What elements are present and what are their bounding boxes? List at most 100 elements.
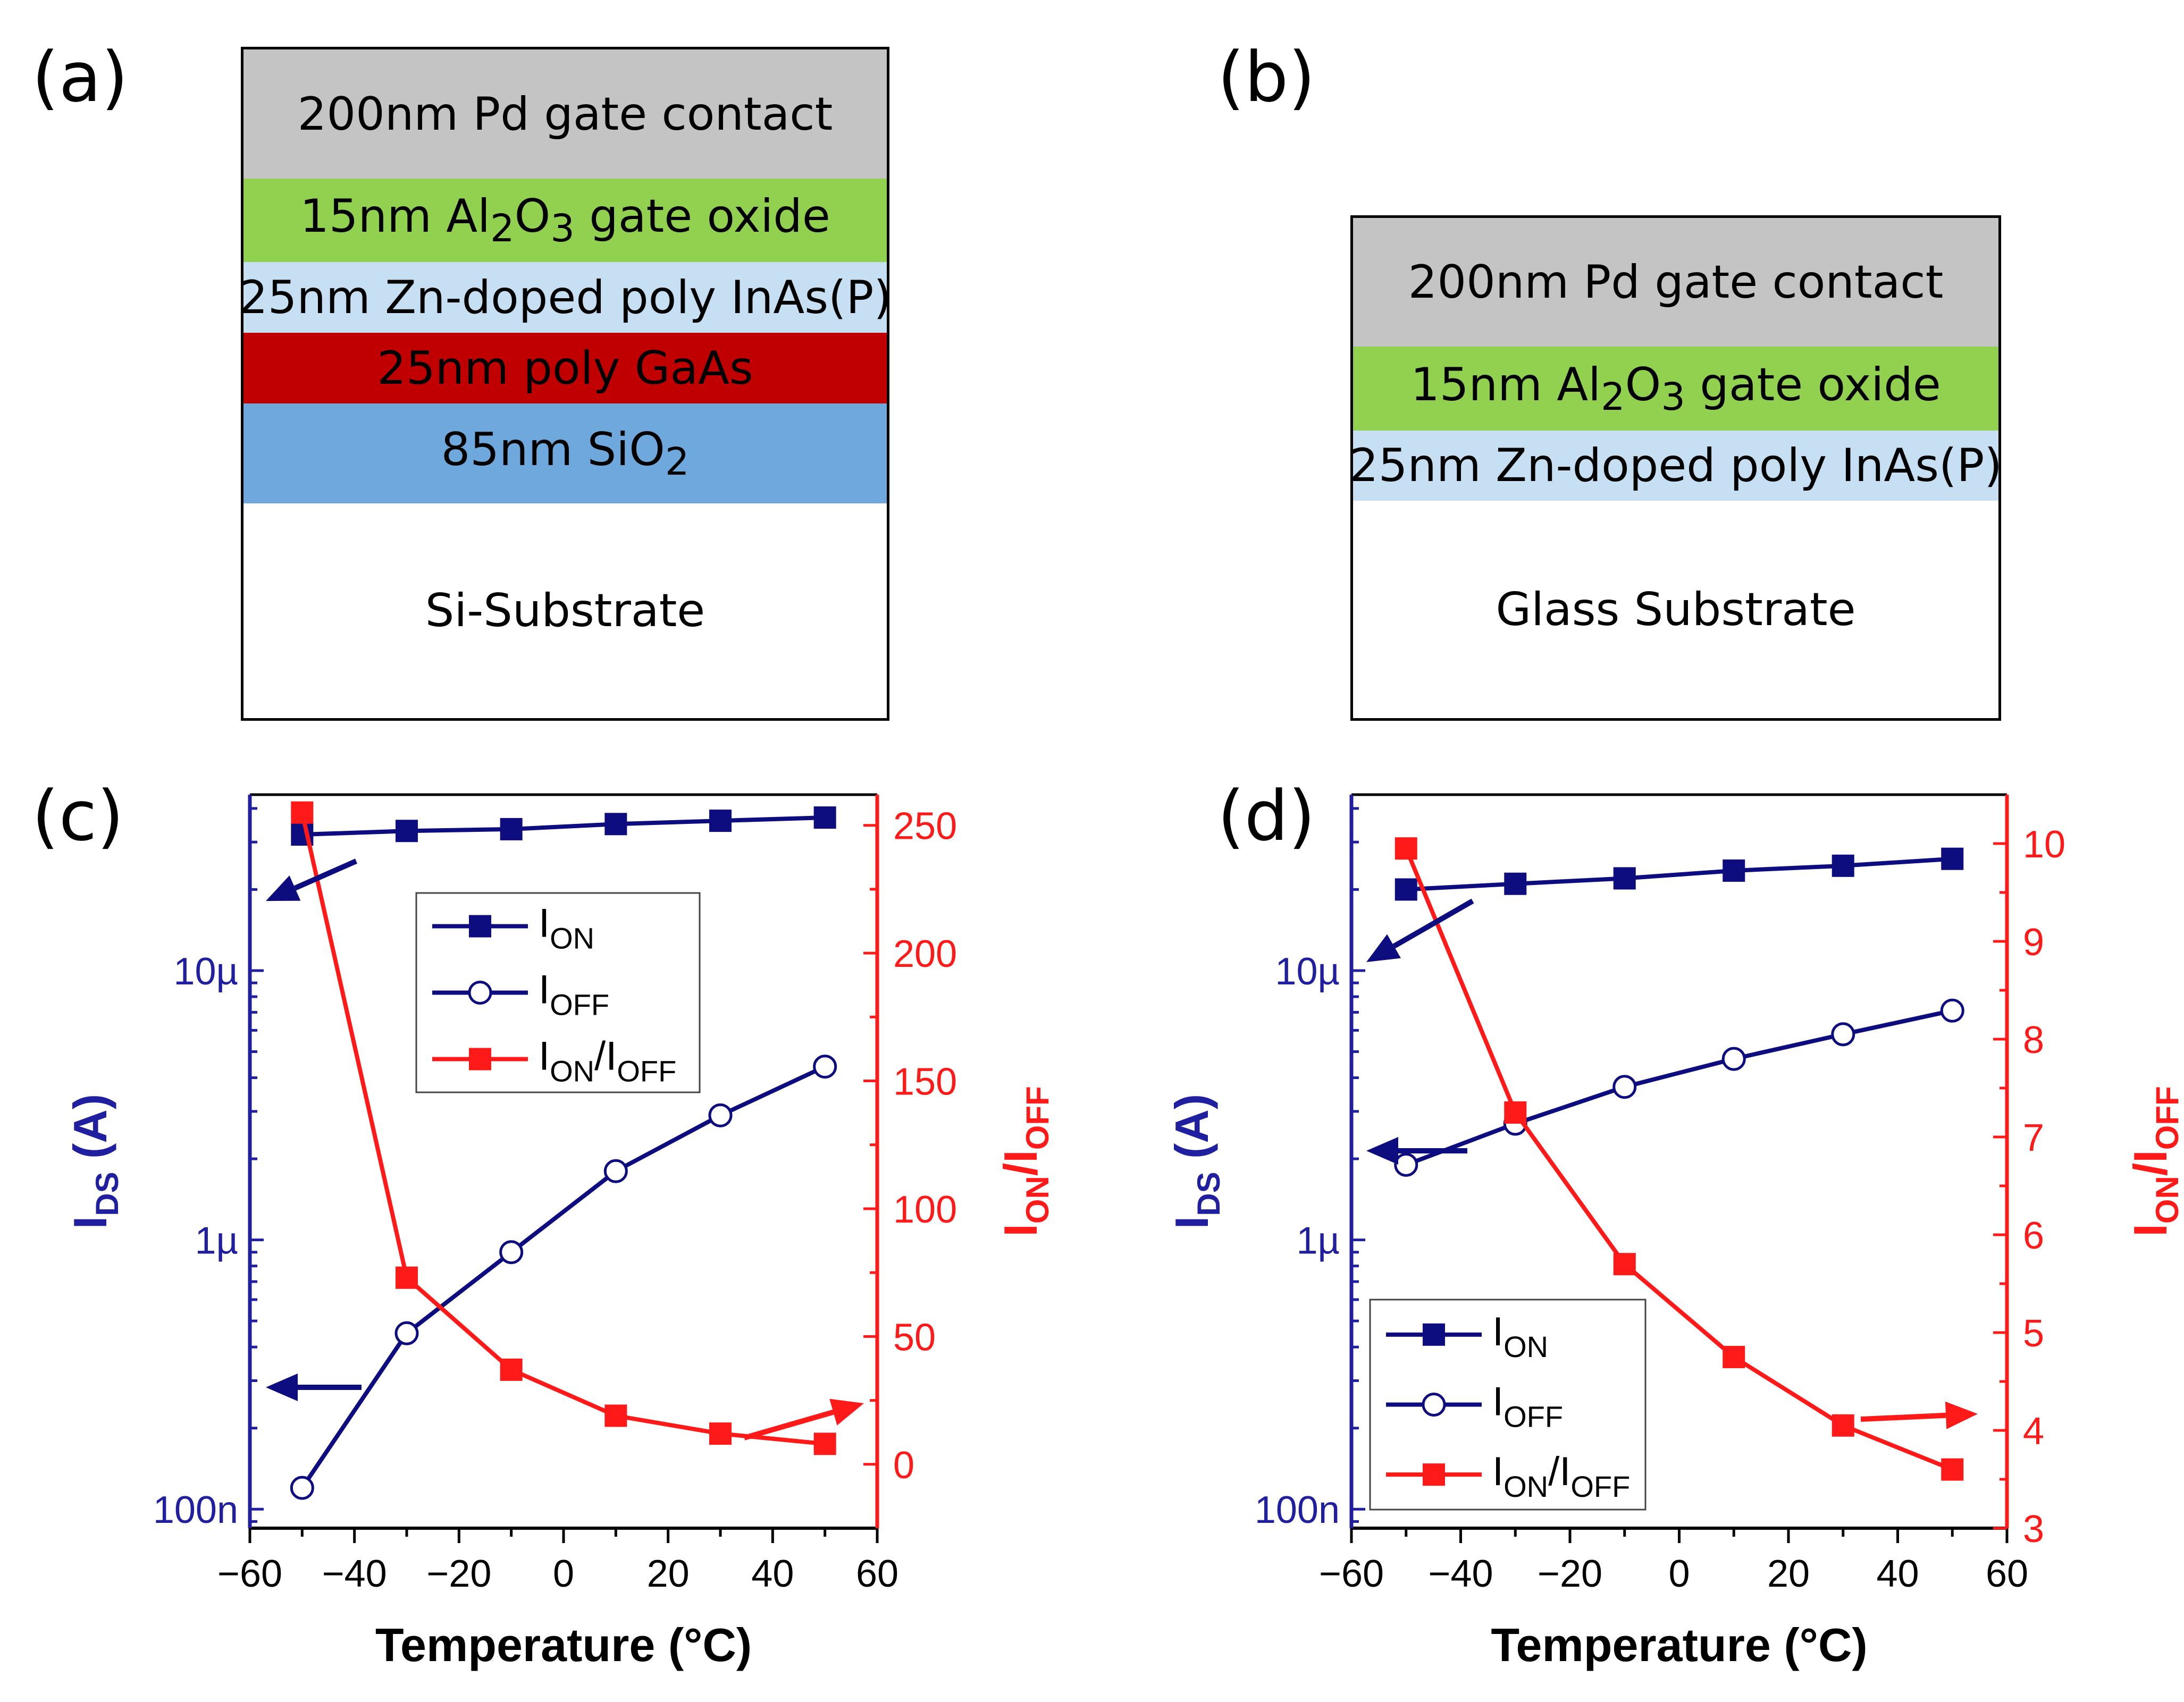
chart-d-ytick-right-label: 9 [2023, 921, 2044, 964]
chart-c-ytick-left-label: 10µ [173, 950, 238, 993]
chart-d-xtick-label: −40 [1428, 1553, 1493, 1595]
chart-d-xtick-label: −60 [1319, 1553, 1384, 1595]
chart-c-legend-label-2: ION​/IOFF​ [539, 1034, 676, 1088]
chart-d-ytick-right-label: 6 [2023, 1215, 2044, 1257]
chart-c-point [396, 820, 418, 842]
chart-d-legend: ION​ IOFF​ ION​/IOFF​ [1369, 1299, 1647, 1511]
chart-d-point [1941, 847, 1964, 870]
chart-d-ylabel-left: IDS​ (A) [1165, 1094, 1227, 1229]
chart-c-point [813, 1433, 836, 1455]
chart-d-ytick-left-label: 100n [1255, 1489, 1340, 1531]
chart-c-ytick-right-label: 200 [893, 933, 957, 975]
chart-d-ytick-right-label: 5 [2023, 1312, 2044, 1355]
chart-d-arrow-0-head [1366, 934, 1401, 962]
stack-b-layer-label-1: 15nm Al2O3 gate oxide [1410, 358, 1941, 419]
chart-c-point [709, 810, 732, 832]
chart-d-point [1941, 1458, 1964, 1481]
panel-label-a: (a) [32, 37, 129, 117]
chart-d-legend-marker-0 [1423, 1323, 1445, 1346]
chart-c-arrow-0-shaft [293, 858, 358, 891]
chart-d-series-line-2 [1404, 847, 1953, 1472]
chart-c-arrow-0 [266, 858, 358, 901]
panel-label-c: (c) [32, 776, 124, 856]
chart-d-point [1721, 1047, 1746, 1071]
chart-d-legend-label-0: ION​ [1492, 1309, 1548, 1363]
chart-d-ytick-left-label: 1µ [1296, 1220, 1340, 1262]
chart-c-legend: ION​ IOFF​ ION​/IOFF​ [415, 892, 701, 1093]
chart-d-xtick-label: 60 [1986, 1553, 2028, 1595]
chart-c-point [291, 801, 314, 824]
chart-d-point [1504, 872, 1527, 895]
chart-d-xlabel: Temperature (°C) [1491, 1619, 1867, 1671]
stack-a-layer-label-0: 200nm Pd gate contact [297, 87, 833, 141]
chart-c-arrow-1 [266, 1374, 362, 1401]
chart-d-point [1940, 998, 1964, 1023]
chart-d-ylabel-right: ION​/IOFF​ [2124, 1086, 2184, 1236]
chart-d-arrow-2 [1860, 1401, 1978, 1429]
chart-c-series-line-2 [300, 812, 826, 1446]
chart-c-point [813, 1055, 837, 1079]
chart-d-point [1832, 854, 1854, 877]
chart-c-point [290, 1476, 314, 1500]
chart-c-xtick-label: −40 [322, 1553, 387, 1595]
chart-d-legend-marker-2 [1423, 1463, 1445, 1486]
chart-d-xtick-label: 20 [1767, 1553, 1810, 1595]
chart-d-point [1395, 878, 1417, 901]
chart-d-point [1832, 1414, 1854, 1437]
layer-stack-b: 200nm Pd gate contact 15nm Al2O3 gate oxi… [1349, 215, 2002, 721]
stack-a-layer-0: 200nm Pd gate contact [241, 47, 889, 181]
chart-c-legend-marker-1 [468, 981, 492, 1005]
chart-d-xtick-label: 40 [1876, 1553, 1919, 1595]
chart-c-arrow-0-head [266, 875, 301, 901]
chart-d-point [1612, 1075, 1637, 1099]
chart-d-point [1831, 1022, 1855, 1047]
chart-d-xtick-label: −20 [1538, 1553, 1602, 1595]
chart-c-ytick-left-label: 100n [153, 1489, 238, 1531]
chart-d-ytick-right-label: 3 [2023, 1508, 2044, 1551]
chart-c-point [604, 813, 627, 836]
chart-c-point [500, 818, 523, 840]
chart-c-ytick-right-label: 100 [893, 1189, 957, 1231]
chart-c-ylabel-right: ION​/IOFF​ [994, 1086, 1055, 1236]
chart-c-xtick-label: 20 [647, 1553, 690, 1595]
chart-c-point [500, 1358, 523, 1381]
chart-d-ytick-left-label: 10µ [1275, 950, 1340, 993]
chart-d-point [1613, 1253, 1636, 1276]
chart-d-arrow-0-shaft [1392, 898, 1474, 949]
stack-b-layer-3: Glass Substrate [1350, 501, 2001, 721]
chart-c-xtick-label: 60 [856, 1553, 898, 1595]
stack-b-layer-1: 15nm Al2O3 gate oxide [1350, 347, 2001, 433]
stack-a-layer-5: Si-Substrate [241, 503, 889, 721]
chart-c-point [604, 1404, 627, 1427]
chart-c-ylabel-left: IDS​ (A) [64, 1094, 125, 1229]
stack-b-layer-label-3: Glass Substrate [1496, 583, 1856, 636]
chart-c-arrow-2-shaft [743, 1409, 834, 1440]
chart-d-ytick-right-label: 10 [2023, 823, 2065, 866]
chart-d-point [1504, 1101, 1527, 1124]
chart-c-ytick-left-label: 1µ [195, 1220, 238, 1262]
chart-c-arrow-2-head [829, 1398, 864, 1426]
chart-c-series-line-0 [302, 815, 825, 837]
chart-c-xtick-label: 0 [553, 1553, 574, 1595]
stack-a-layer-label-1: 15nm Al2O3 gate oxide [300, 190, 830, 251]
chart-c-point [499, 1240, 524, 1265]
chart-c-arrow-2 [743, 1398, 864, 1440]
chart-c-arrow-1-head [266, 1374, 298, 1401]
chart-d-series-line-1 [1405, 1008, 1953, 1167]
chart-d-ytick-right-label: 8 [2023, 1019, 2044, 1061]
chart-d-xtick-label: 0 [1668, 1553, 1690, 1595]
chart-c-point [394, 1321, 419, 1345]
chart-c-legend-label-1: IOFF​ [539, 967, 609, 1022]
chart-c-legend-label-0: ION​ [539, 901, 594, 955]
chart-d-point [1723, 1346, 1745, 1368]
chart-d-arrow-1 [1366, 1137, 1467, 1165]
chart-d-ytick-right-label: 7 [2023, 1117, 2044, 1159]
stack-b-layer-label-2: 25nm Zn-doped poly InAs(P) [1349, 439, 2002, 492]
chart-d-arrow-2-head [1945, 1401, 1978, 1429]
chart-d-arrow-0 [1366, 898, 1474, 962]
stack-a-layer-label-3: 25nm poly GaAs [377, 341, 753, 395]
stack-a-layer-3: 25nm poly GaAs [241, 333, 889, 406]
panel-label-d: (d) [1217, 776, 1315, 856]
chart-c-ytick-right-label: 150 [893, 1061, 957, 1103]
